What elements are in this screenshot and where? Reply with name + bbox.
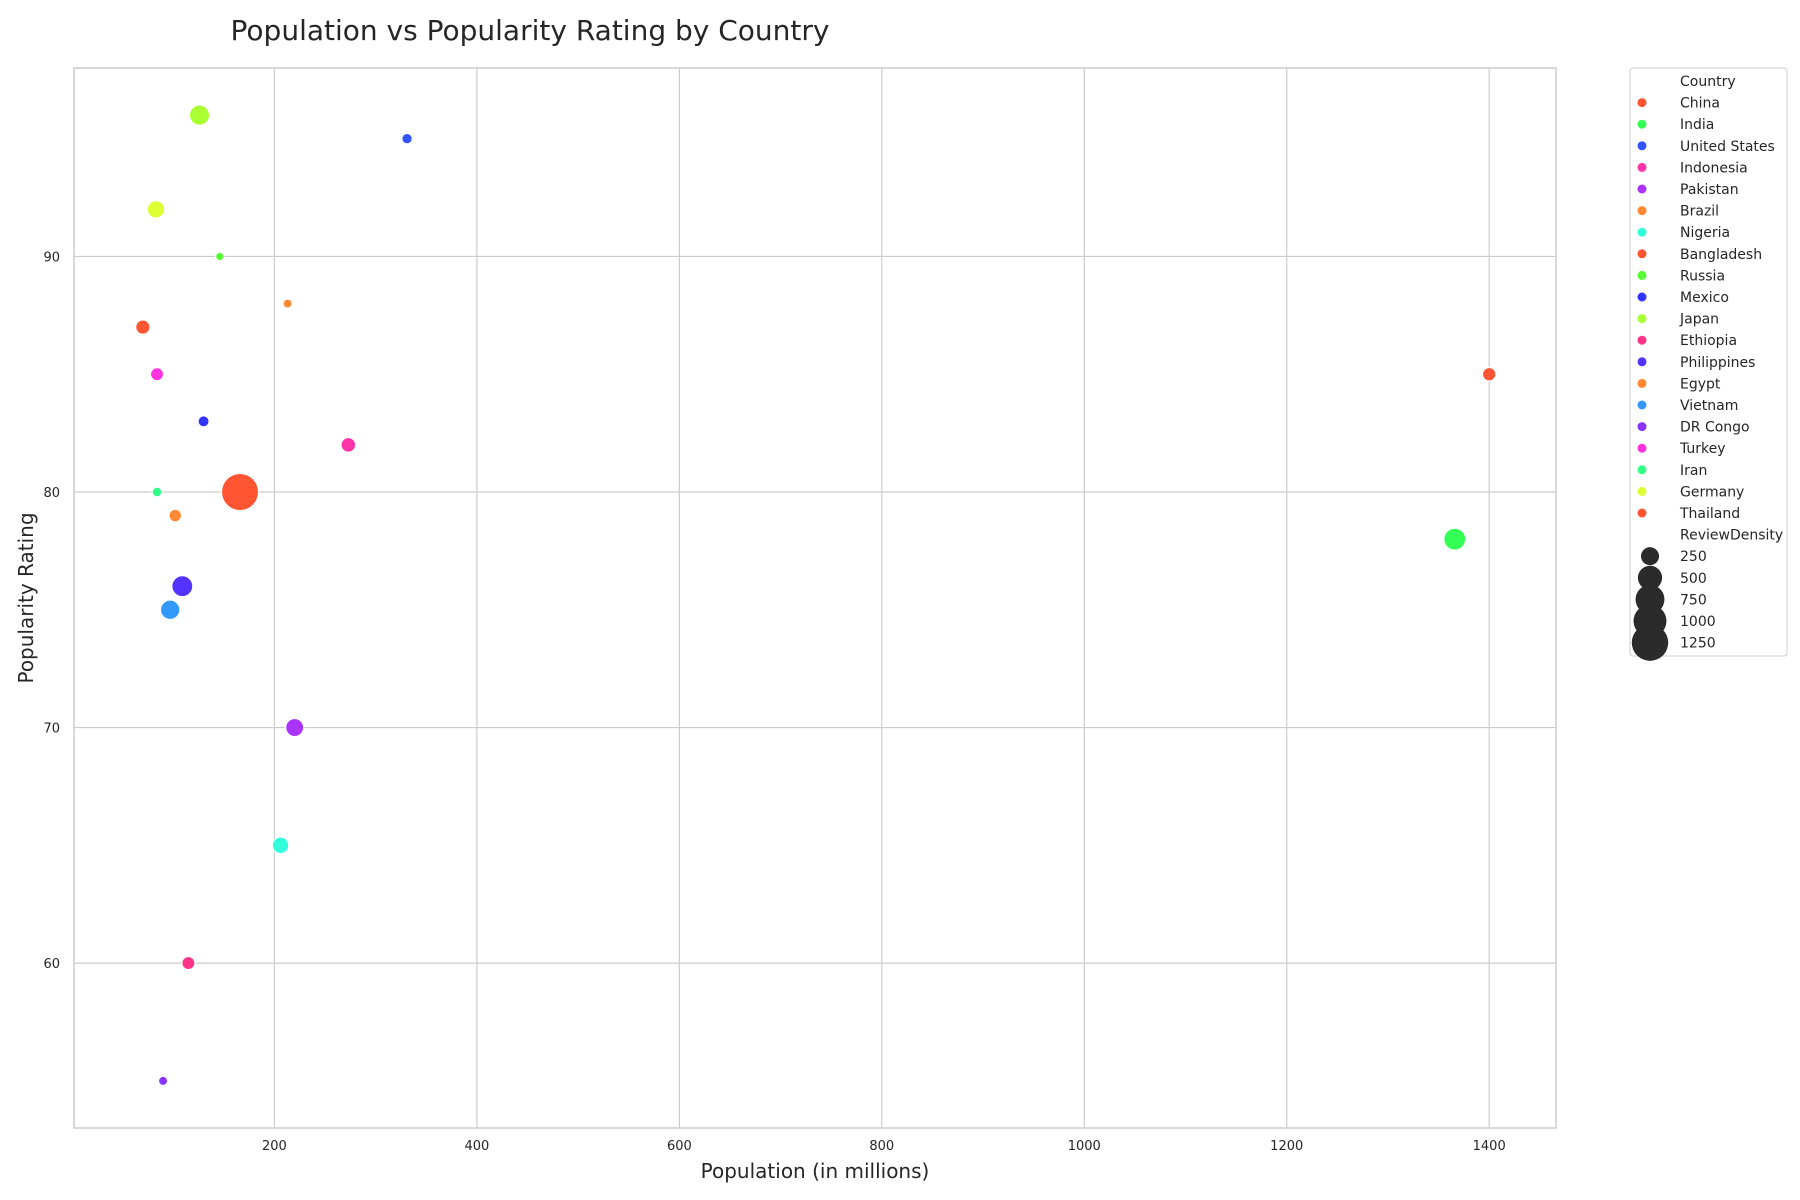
grid-lines — [74, 68, 1556, 1128]
legend-hue-title: Country — [1680, 74, 1736, 90]
legend-size-title: ReviewDensity — [1680, 528, 1783, 544]
legend-marker — [1637, 162, 1647, 172]
legend-item: Indonesia — [1680, 160, 1748, 176]
data-point-vietnam — [159, 599, 181, 621]
legend-marker — [1637, 378, 1647, 388]
data-point-germany — [146, 200, 166, 219]
legend-item: Nigeria — [1680, 225, 1730, 241]
data-point-brazil — [282, 298, 293, 309]
legend-marker — [1637, 227, 1647, 237]
y-axis-label: Popularity Rating — [14, 512, 38, 683]
legend-item: Russia — [1680, 268, 1725, 284]
legend-marker — [1637, 206, 1647, 216]
data-point-iran — [151, 486, 163, 498]
legend-size-label: 750 — [1680, 592, 1707, 608]
legend-marker — [1637, 249, 1647, 259]
legend-item: Iran — [1680, 463, 1707, 479]
data-point-dr-congo — [157, 1075, 169, 1087]
data-point-china — [1481, 366, 1497, 382]
data-point-thailand — [135, 319, 151, 335]
legend-country-entries: China India United States Indonesia Pakistan… — [1637, 96, 1775, 522]
legend-item: Vietnam — [1680, 398, 1738, 414]
legend-marker — [1637, 400, 1647, 410]
legend-item: Mexico — [1680, 290, 1729, 306]
data-points — [135, 104, 1497, 1087]
legend-item: Philippines — [1680, 355, 1755, 371]
legend-marker — [1637, 98, 1647, 108]
legend-marker — [1637, 335, 1647, 345]
legend-marker — [1637, 465, 1647, 475]
data-point-nigeria — [271, 836, 290, 855]
y-tick-label: 60 — [43, 957, 60, 972]
legend-item: Japan — [1679, 312, 1719, 328]
legend-marker — [1637, 184, 1647, 194]
x-tick-label: 1000 — [1068, 1139, 1101, 1154]
legend-size-label: 500 — [1680, 571, 1707, 587]
data-point-india — [1443, 527, 1467, 551]
data-point-philippines — [171, 575, 194, 598]
x-axis-ticks: 200 400 600 800 1000 1200 1400 — [262, 1139, 1506, 1154]
x-tick-label: 200 — [262, 1139, 287, 1154]
legend-size-marker — [1640, 547, 1660, 566]
legend-item: India — [1680, 117, 1714, 133]
data-point-indonesia — [340, 436, 357, 453]
data-point-russia — [214, 251, 225, 262]
chart-title: Population vs Popularity Rating by Count… — [231, 14, 830, 47]
data-point-ethiopia — [181, 955, 196, 971]
x-tick-label: 600 — [667, 1139, 692, 1154]
data-point-bangladesh — [220, 472, 260, 512]
data-point-japan — [188, 104, 211, 126]
legend-marker — [1637, 422, 1647, 432]
y-axis-ticks: 60 70 80 90 — [43, 250, 60, 972]
legend-item: United States — [1680, 139, 1775, 155]
legend-item: Bangladesh — [1680, 247, 1762, 263]
legend-marker — [1637, 270, 1647, 280]
data-point-pakistan — [285, 717, 305, 738]
legend-marker — [1637, 443, 1647, 453]
legend-size-entries: ReviewDensity 250 500 750 1000 1250 — [1631, 528, 1783, 661]
legend-item: China — [1680, 96, 1720, 112]
data-point-mexico — [197, 415, 210, 428]
x-tick-label: 400 — [464, 1139, 489, 1154]
y-tick-label: 90 — [43, 250, 60, 265]
legend-marker — [1637, 486, 1647, 496]
legend-size-label: 250 — [1680, 549, 1707, 565]
legend-item: Pakistan — [1680, 182, 1739, 198]
legend-item: Brazil — [1680, 204, 1719, 220]
y-tick-label: 70 — [43, 722, 60, 737]
x-tick-label: 800 — [869, 1139, 894, 1154]
legend-marker — [1637, 141, 1647, 151]
legend-marker — [1637, 119, 1647, 129]
data-point-turkey — [149, 367, 165, 382]
legend-frame — [1629, 67, 1788, 657]
data-point-egypt — [168, 508, 183, 523]
legend-size-marker — [1631, 624, 1669, 661]
x-axis-label: Population (in millions) — [701, 1159, 930, 1183]
legend-item: DR Congo — [1680, 420, 1750, 436]
legend: Country China India United States Indonesia… — [1629, 67, 1788, 661]
legend-item: Thailand — [1679, 506, 1740, 522]
legend-marker — [1637, 357, 1647, 367]
legend-item: Germany — [1680, 484, 1744, 500]
legend-item: Egypt — [1680, 376, 1721, 392]
legend-marker — [1637, 314, 1647, 324]
legend-item: Ethiopia — [1680, 333, 1737, 349]
legend-size-label: 1000 — [1680, 614, 1716, 630]
plot-frame — [73, 67, 1557, 1129]
legend-marker — [1637, 508, 1647, 518]
legend-marker — [1637, 292, 1647, 302]
legend-item: Turkey — [1679, 441, 1726, 457]
legend-size-label: 1250 — [1680, 636, 1716, 652]
x-tick-label: 1200 — [1270, 1139, 1303, 1154]
data-point-united-states — [401, 132, 413, 145]
legend-size-marker — [1637, 565, 1663, 590]
y-tick-label: 80 — [43, 486, 60, 501]
x-tick-label: 1400 — [1473, 1139, 1506, 1154]
